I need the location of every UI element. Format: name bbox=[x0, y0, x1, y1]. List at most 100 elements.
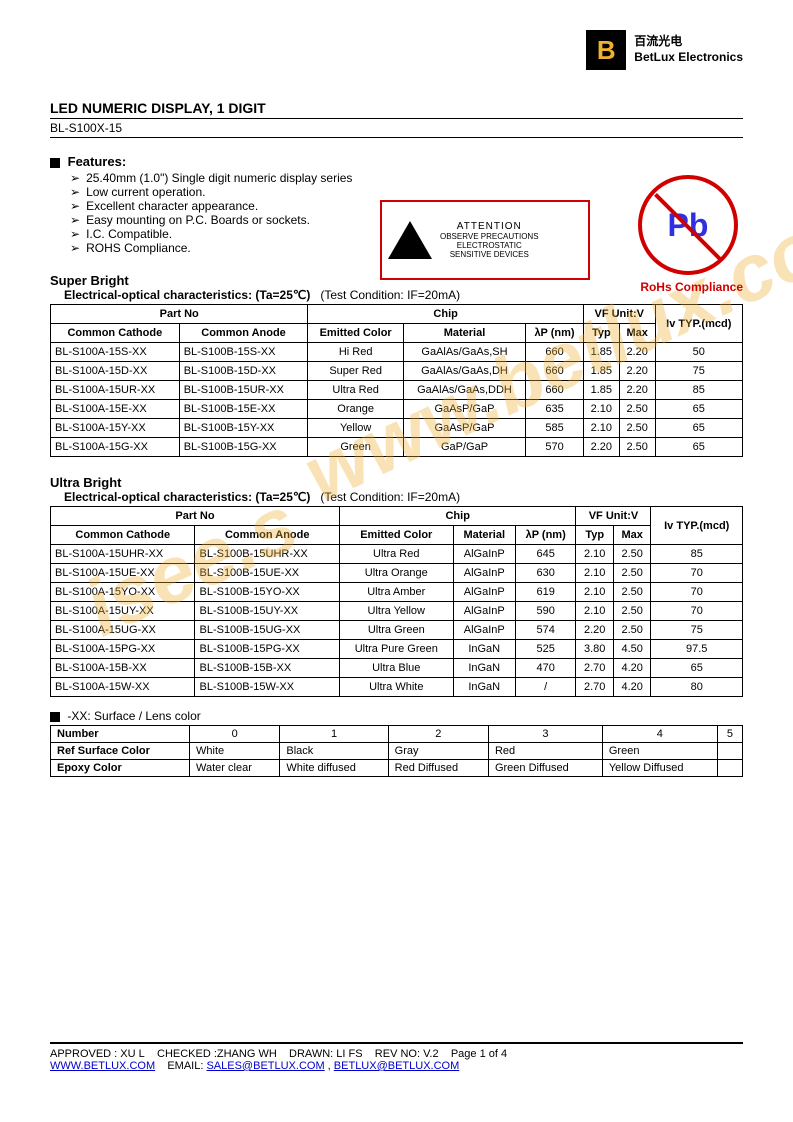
cell: BL-S100B-15PG-XX bbox=[195, 640, 339, 659]
ultra-bright-table: Part No Chip VF Unit:V Iv TYP.(mcd) Comm… bbox=[50, 506, 743, 697]
title-section: LED NUMERIC DISPLAY, 1 DIGIT BL-S100X-15 bbox=[50, 100, 743, 138]
table-row: BL-S100A-15UY-XXBL-S100B-15UY-XXUltra Ye… bbox=[51, 602, 743, 621]
cell: 4.20 bbox=[613, 659, 651, 678]
table-row: BL-S100A-15UE-XXBL-S100B-15UE-XXUltra Or… bbox=[51, 564, 743, 583]
cell: 1.85 bbox=[583, 343, 619, 362]
cell: 3.80 bbox=[576, 640, 614, 659]
cell: 2.20 bbox=[583, 438, 619, 457]
test-condition: (Test Condition: IF=20mA) bbox=[320, 490, 460, 504]
cell: Ultra Orange bbox=[339, 564, 453, 583]
cell: AlGaInP bbox=[453, 545, 515, 564]
page-footer: APPROVED : XU L CHECKED :ZHANG WH DRAWN:… bbox=[50, 1042, 743, 1072]
th-wl: λP (nm) bbox=[515, 526, 576, 545]
drawn: DRAWN: LI FS bbox=[289, 1048, 363, 1060]
table-row: Epoxy Color Water clear White diffused R… bbox=[51, 760, 743, 777]
attention-text: ATTENTION OBSERVE PRECAUTIONS ELECTROSTA… bbox=[440, 221, 539, 259]
checked: CHECKED :ZHANG WH bbox=[157, 1048, 277, 1060]
approved: APPROVED : XU L bbox=[50, 1048, 145, 1060]
table-row: BL-S100A-15G-XXBL-S100B-15G-XXGreenGaP/G… bbox=[51, 438, 743, 457]
cell: BL-S100A-15UHR-XX bbox=[51, 545, 195, 564]
cell: BL-S100A-15D-XX bbox=[51, 362, 180, 381]
cell: 4 bbox=[602, 726, 717, 743]
cell: White diffused bbox=[280, 760, 388, 777]
cell: 1.85 bbox=[583, 381, 619, 400]
rev-no: REV NO: V.2 bbox=[375, 1048, 439, 1060]
cell: 635 bbox=[526, 400, 584, 419]
th-cc: Common Cathode bbox=[51, 526, 195, 545]
cell: 2.10 bbox=[576, 545, 614, 564]
th-color: Emitted Color bbox=[339, 526, 453, 545]
part-number: BL-S100X-15 bbox=[50, 121, 122, 135]
cell: 630 bbox=[515, 564, 576, 583]
th-partno: Part No bbox=[51, 305, 308, 324]
cell: BL-S100B-15UHR-XX bbox=[195, 545, 339, 564]
part-line: BL-S100X-15 bbox=[50, 118, 743, 138]
cell: BL-S100A-15Y-XX bbox=[51, 419, 180, 438]
th-vf: VF Unit:V bbox=[583, 305, 655, 324]
cell: BL-S100B-15E-XX bbox=[179, 400, 308, 419]
footer-line2: WWW.BETLUX.COM EMAIL: SALES@BETLUX.COM ,… bbox=[50, 1060, 743, 1072]
cell: 470 bbox=[515, 659, 576, 678]
cell: Orange bbox=[308, 400, 404, 419]
attention-title: ATTENTION bbox=[440, 221, 539, 232]
email-label: EMAIL: bbox=[167, 1060, 206, 1072]
cell: Ultra White bbox=[339, 678, 453, 697]
features-heading: Features: bbox=[50, 154, 743, 169]
cell: Black bbox=[280, 743, 388, 760]
cell: BL-S100A-15UY-XX bbox=[51, 602, 195, 621]
table-row: BL-S100A-15B-XXBL-S100B-15B-XXUltra Blue… bbox=[51, 659, 743, 678]
char-text: Electrical-optical characteristics: (Ta=… bbox=[64, 490, 310, 504]
email-link[interactable]: SALES@BETLUX.COM bbox=[206, 1060, 324, 1072]
cell: 50 bbox=[655, 343, 742, 362]
th-mat: Material bbox=[453, 526, 515, 545]
table-row: BL-S100A-15UG-XXBL-S100B-15UG-XXUltra Gr… bbox=[51, 621, 743, 640]
cell: 585 bbox=[526, 419, 584, 438]
cell: BL-S100B-15W-XX bbox=[195, 678, 339, 697]
table-subheader-row: Common Cathode Common Anode Emitted Colo… bbox=[51, 324, 743, 343]
website-link[interactable]: WWW.BETLUX.COM bbox=[50, 1060, 155, 1072]
cell: Gray bbox=[388, 743, 488, 760]
lens-epx-label: Epoxy Color bbox=[51, 760, 190, 777]
cell: Green Diffused bbox=[488, 760, 602, 777]
cell: 2.20 bbox=[619, 343, 655, 362]
cell: Ultra Pure Green bbox=[339, 640, 453, 659]
cell: GaP/GaP bbox=[403, 438, 525, 457]
char-text: Electrical-optical characteristics: (Ta=… bbox=[64, 288, 310, 302]
cell: 65 bbox=[651, 659, 743, 678]
cell: BL-S100A-15E-XX bbox=[51, 400, 180, 419]
cell: 2 bbox=[388, 726, 488, 743]
cell bbox=[717, 760, 742, 777]
cell: Yellow bbox=[308, 419, 404, 438]
cell: 65 bbox=[655, 400, 742, 419]
table-row: BL-S100A-15W-XXBL-S100B-15W-XXUltra Whit… bbox=[51, 678, 743, 697]
cell: BL-S100A-15UG-XX bbox=[51, 621, 195, 640]
cell: 5 bbox=[717, 726, 742, 743]
cell: 97.5 bbox=[651, 640, 743, 659]
lens-ref-label: Ref Surface Color bbox=[51, 743, 190, 760]
cell: BL-S100B-15YO-XX bbox=[195, 583, 339, 602]
cell: 2.50 bbox=[613, 564, 651, 583]
th-chip: Chip bbox=[308, 305, 584, 324]
attention-line: SENSITIVE DEVICES bbox=[440, 250, 539, 259]
cell: InGaN bbox=[453, 659, 515, 678]
cell: Green bbox=[308, 438, 404, 457]
table-row: BL-S100A-15E-XXBL-S100B-15E-XXOrangeGaAs… bbox=[51, 400, 743, 419]
square-bullet-icon bbox=[50, 712, 60, 722]
cell: 590 bbox=[515, 602, 576, 621]
test-condition: (Test Condition: IF=20mA) bbox=[320, 288, 460, 302]
cell: 2.50 bbox=[619, 419, 655, 438]
email-link[interactable]: BETLUX@BETLUX.COM bbox=[334, 1060, 459, 1072]
cell: 70 bbox=[651, 602, 743, 621]
feature-item: 25.40mm (1.0") Single digit numeric disp… bbox=[70, 171, 743, 185]
cell: 70 bbox=[651, 564, 743, 583]
th-cc: Common Cathode bbox=[51, 324, 180, 343]
th-typ: Typ bbox=[583, 324, 619, 343]
table-header-row: Part No Chip VF Unit:V Iv TYP.(mcd) bbox=[51, 305, 743, 324]
cell: Water clear bbox=[190, 760, 280, 777]
table-header-row: Part No Chip VF Unit:V Iv TYP.(mcd) bbox=[51, 507, 743, 526]
page-num: Page 1 of 4 bbox=[451, 1048, 507, 1060]
cell: 570 bbox=[526, 438, 584, 457]
cell: GaAlAs/GaAs,DH bbox=[403, 362, 525, 381]
cell: 3 bbox=[488, 726, 602, 743]
cell: 2.10 bbox=[583, 419, 619, 438]
